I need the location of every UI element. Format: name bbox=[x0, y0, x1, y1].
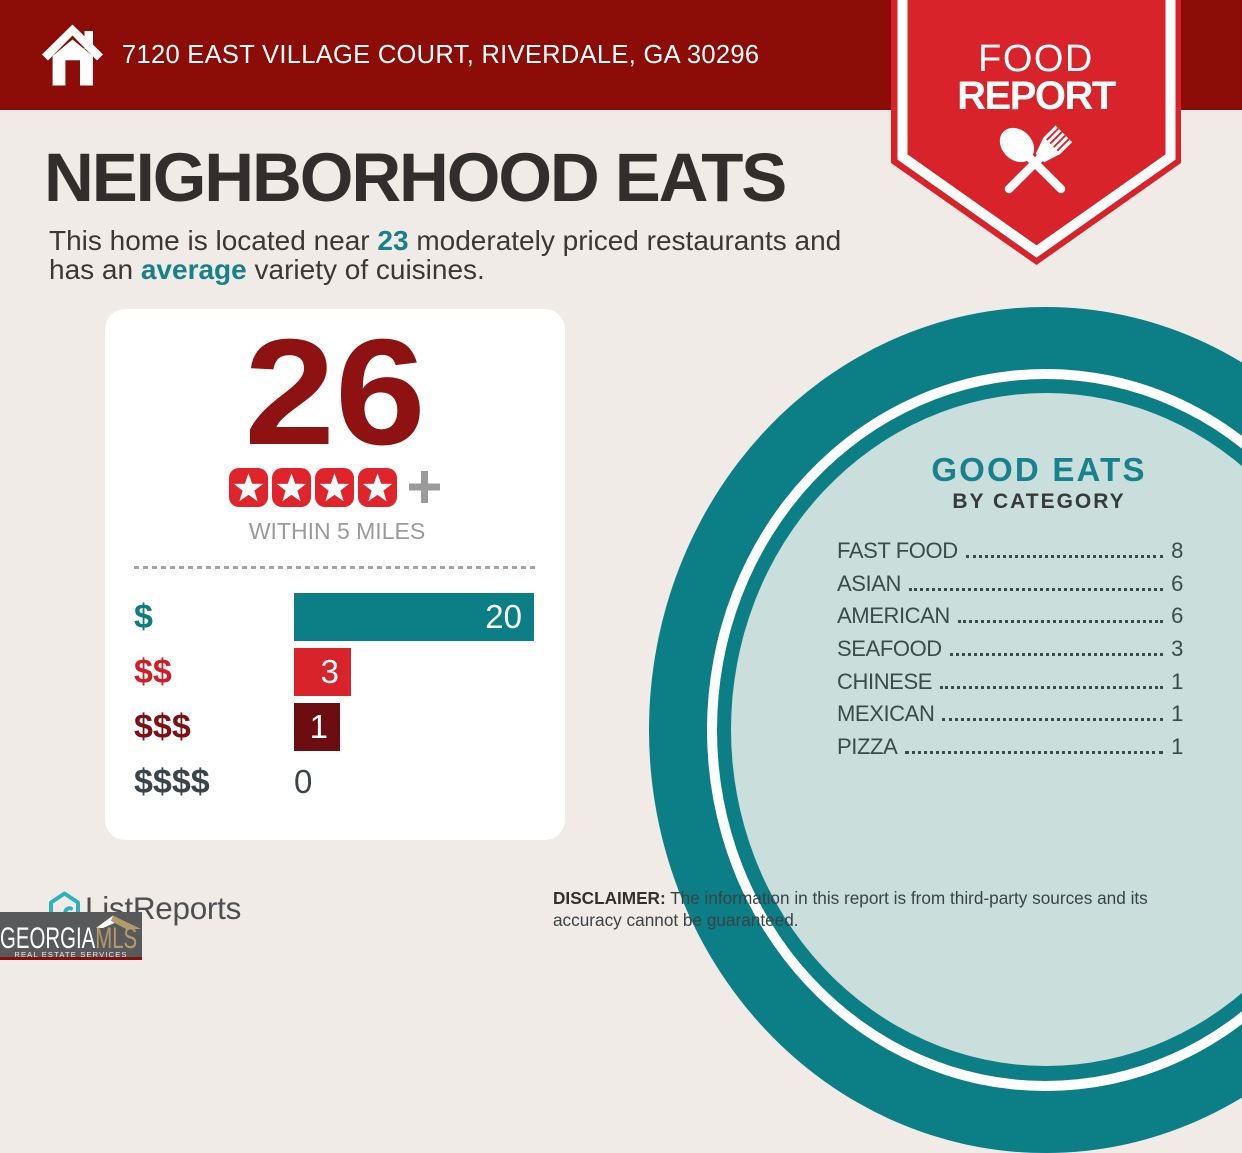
svg-text:REPORT: REPORT bbox=[957, 74, 1116, 118]
svg-text:FOOD: FOOD bbox=[978, 38, 1094, 80]
